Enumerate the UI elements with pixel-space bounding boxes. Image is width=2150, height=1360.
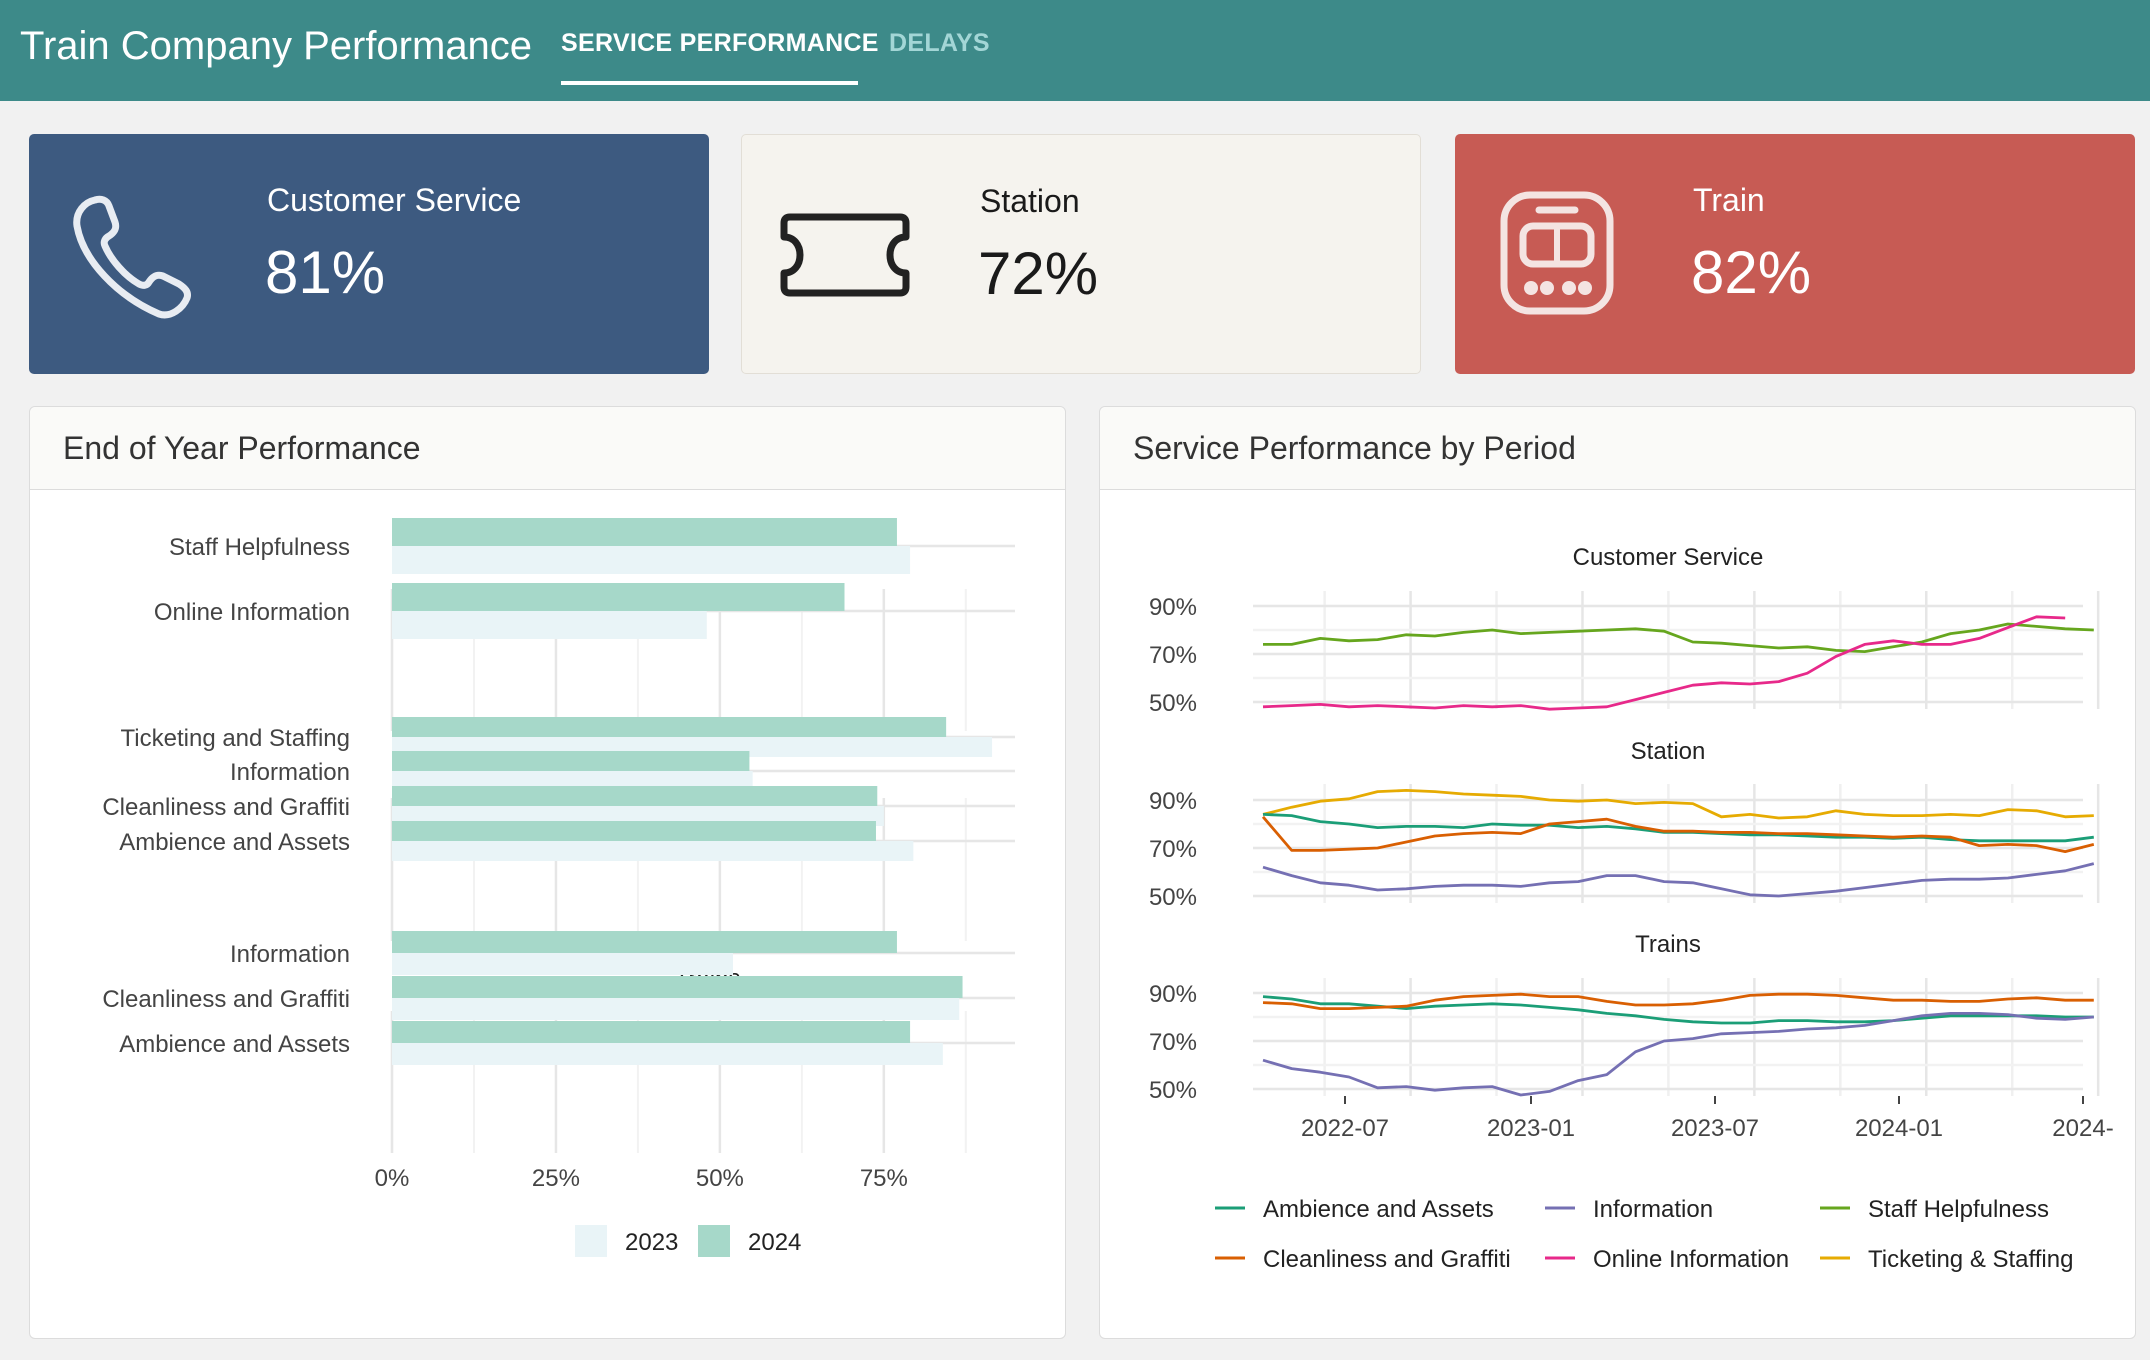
ticket-icon — [780, 213, 910, 297]
x-tick-label: 2024- — [2052, 1115, 2113, 1142]
value-box-title: Station — [980, 183, 1080, 219]
legend-label: Online Information — [1593, 1246, 1789, 1273]
line-facet: Station 90% 70% 50% — [1149, 738, 2100, 911]
category-label: Information — [230, 941, 350, 968]
bar-2023 — [392, 611, 707, 639]
train-icon — [1500, 191, 1614, 315]
value-box-title: Train — [1693, 182, 1765, 218]
bar-2023 — [392, 998, 960, 1020]
y-tick-label: 90% — [1149, 594, 1197, 621]
series-line — [1262, 813, 2094, 843]
facet-title: Station — [1631, 738, 1706, 765]
active-tab-indicator — [561, 81, 858, 85]
series-line — [1263, 622, 2094, 654]
card-header: Service Performance by Period — [1100, 407, 2135, 490]
y-tick-label: 90% — [1149, 981, 1197, 1008]
end-of-year-card: End of Year Performance Customer Service… — [29, 406, 1066, 1339]
legend-swatch-2024 — [698, 1225, 730, 1257]
legend-label: Information — [1593, 1196, 1713, 1223]
navbar: Train Company Performance SERVICE PERFOR… — [0, 0, 2150, 101]
bar-2024 — [392, 717, 947, 737]
y-tick-label: 70% — [1149, 1029, 1197, 1056]
legend-label: 2023 — [625, 1229, 678, 1256]
legend-label: Ambience and Assets — [1263, 1196, 1494, 1223]
category-label: Information — [230, 759, 350, 786]
bar-2023 — [392, 841, 914, 861]
legend-swatch-2023 — [575, 1225, 607, 1257]
value-box-value: 72% — [978, 240, 1099, 307]
bar-2024 — [392, 786, 878, 806]
bar-2024 — [392, 583, 845, 611]
x-tick-label: 75% — [860, 1165, 908, 1192]
bar-facet: Customer ServiceStaff HelpfulnessOnline … — [154, 518, 1015, 731]
line-facet: Customer Service 90% 70% 50% — [1149, 544, 2100, 717]
service-performance-card: Service Performance by Period Customer S… — [1099, 406, 2136, 1339]
bar-facet: StationTicketing and StaffingInformation… — [102, 717, 1015, 941]
series-line — [1262, 862, 2095, 898]
y-tick-label: 50% — [1149, 690, 1197, 717]
card-title: End of Year Performance — [63, 430, 421, 466]
series-line — [1262, 788, 2094, 820]
bar-2024 — [392, 821, 876, 841]
category-label: Ambience and Assets — [119, 829, 350, 856]
app-title: Train Company Performance — [20, 24, 533, 68]
facet-title: Trains — [1635, 931, 1701, 958]
y-tick-label: 70% — [1149, 642, 1197, 669]
phone-icon — [73, 195, 191, 319]
bar-2024 — [392, 976, 963, 998]
facet-title: Customer Service — [1573, 544, 1764, 571]
tab-delays[interactable]: DELAYS — [889, 29, 990, 57]
y-tick-label: 90% — [1149, 788, 1197, 815]
x-tick-label: 0% — [375, 1165, 410, 1192]
card-title: Service Performance by Period — [1133, 430, 1576, 466]
series-line — [1262, 995, 2094, 1025]
series-line — [1261, 815, 2095, 854]
value-box-value: 81% — [265, 239, 386, 306]
x-tick-label: 50% — [696, 1165, 744, 1192]
category-label: Ambience and Assets — [119, 1031, 350, 1058]
line-facet: Trains 90% 70% 50% — [1149, 931, 2100, 1104]
category-label: Cleanliness and Graffiti — [102, 794, 350, 821]
legend-label: 2024 — [748, 1229, 801, 1256]
series-line — [1262, 992, 2094, 1010]
y-tick-label: 70% — [1149, 836, 1197, 863]
y-tick-label: 50% — [1149, 884, 1197, 911]
bar-2024 — [392, 518, 897, 546]
bar-2023 — [392, 1043, 943, 1065]
x-tick-label: 2023-07 — [1671, 1115, 1759, 1142]
y-tick-label: 50% — [1149, 1077, 1197, 1104]
bar-facet: TrainsInformationCleanliness and Graffit… — [102, 931, 1015, 1153]
bar-2024 — [392, 931, 897, 953]
category-label: Ticketing and Staffing — [121, 725, 350, 752]
bar-2024 — [392, 1021, 911, 1043]
x-tick-label: 2022-07 — [1301, 1115, 1389, 1142]
x-tick-label: 25% — [532, 1165, 580, 1192]
x-tick-label: 2023-01 — [1487, 1115, 1575, 1142]
bar-2023 — [392, 953, 734, 975]
bar-2023 — [392, 546, 911, 574]
category-label: Online Information — [154, 599, 350, 626]
value-box-value: 82% — [1691, 239, 1812, 306]
legend-label: Cleanliness and Graffiti — [1263, 1246, 1511, 1273]
series-line — [1262, 1012, 2094, 1097]
service-performance-line-chart: Customer Service 90% 70% 50% Station 90% 70% 50… — [1149, 544, 2114, 1273]
card-header: End of Year Performance — [30, 407, 1065, 490]
category-label: Cleanliness and Graffiti — [102, 986, 350, 1013]
category-label: Staff Helpfulness — [169, 534, 350, 561]
value-box-title: Customer Service — [267, 182, 522, 218]
legend-label: Staff Helpfulness — [1868, 1196, 2049, 1223]
tab-service-performance[interactable]: SERVICE PERFORMANCE — [561, 29, 879, 57]
value-box-train: Train 82% — [1455, 134, 2135, 374]
x-tick-label: 2024-01 — [1855, 1115, 1943, 1142]
end-of-year-bar-chart: Customer ServiceStaff HelpfulnessOnline … — [102, 518, 1015, 1257]
value-box-customer-service: Customer Service 81% — [29, 134, 709, 374]
bar-2024 — [392, 751, 750, 771]
legend-label: Ticketing & Staffing — [1868, 1246, 2073, 1273]
series-line — [1262, 615, 2066, 711]
value-box-station: Station 72% — [741, 134, 1421, 374]
